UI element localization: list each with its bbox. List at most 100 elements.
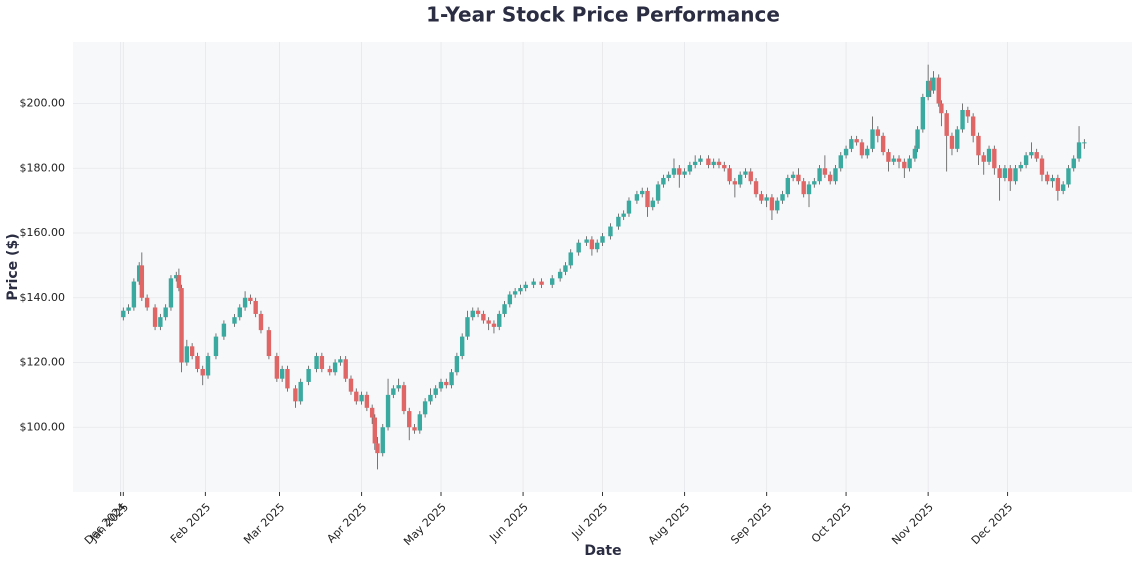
candle-body bbox=[896, 158, 902, 162]
candle bbox=[475, 307, 481, 318]
candle bbox=[769, 194, 775, 221]
candle bbox=[563, 262, 568, 276]
candle-body bbox=[870, 129, 875, 149]
candle bbox=[465, 310, 470, 340]
candle bbox=[354, 388, 359, 405]
candle-body bbox=[880, 135, 886, 153]
candle-body bbox=[1008, 168, 1013, 182]
candle-body bbox=[796, 174, 801, 182]
candle bbox=[1076, 126, 1082, 162]
candle-body bbox=[859, 142, 865, 156]
candle-body bbox=[248, 297, 253, 301]
candle-body bbox=[266, 330, 272, 357]
candle-body bbox=[981, 155, 986, 162]
candle bbox=[139, 252, 145, 301]
candle bbox=[189, 343, 195, 360]
candle-body bbox=[1071, 158, 1076, 169]
candle bbox=[136, 262, 142, 285]
candle bbox=[986, 145, 992, 166]
candle-body bbox=[576, 242, 581, 253]
candle-body bbox=[518, 288, 523, 292]
candle-body bbox=[258, 313, 264, 331]
candle-body bbox=[549, 278, 555, 285]
candle bbox=[266, 326, 272, 360]
candle-body bbox=[822, 168, 828, 175]
candle bbox=[698, 155, 703, 166]
x-axis-label: Date bbox=[584, 543, 621, 559]
candle-body bbox=[454, 356, 460, 373]
candle bbox=[931, 71, 936, 94]
candle bbox=[184, 339, 190, 366]
candle bbox=[965, 106, 971, 123]
candle-body bbox=[997, 168, 1002, 178]
candle bbox=[314, 352, 319, 373]
candle bbox=[523, 281, 528, 292]
candle-body bbox=[417, 414, 423, 431]
candle-body bbox=[634, 194, 640, 201]
candle bbox=[359, 391, 364, 405]
candle bbox=[743, 168, 748, 178]
candle-body bbox=[205, 356, 211, 376]
candle bbox=[213, 333, 219, 360]
candle-body bbox=[319, 356, 325, 369]
candle bbox=[827, 171, 833, 185]
candle-body bbox=[428, 394, 433, 402]
candle bbox=[838, 152, 843, 172]
candle-body bbox=[925, 80, 931, 98]
candle bbox=[981, 152, 986, 175]
candle bbox=[621, 210, 626, 221]
candle bbox=[319, 352, 325, 373]
candle-body bbox=[645, 190, 650, 208]
candle-body bbox=[1055, 177, 1061, 191]
candle bbox=[687, 161, 693, 175]
candle-body bbox=[915, 129, 920, 149]
candle-body bbox=[650, 200, 656, 208]
candle bbox=[380, 424, 385, 457]
candle-body bbox=[843, 148, 849, 156]
candle bbox=[997, 165, 1002, 201]
candle-body bbox=[801, 181, 806, 195]
candle-body bbox=[121, 310, 126, 318]
candle bbox=[1002, 165, 1008, 182]
candle-body bbox=[168, 278, 174, 308]
candle-body bbox=[338, 359, 343, 363]
candle-body bbox=[475, 310, 481, 314]
candle-body bbox=[200, 368, 205, 376]
chart-title: 1-Year Stock Price Performance bbox=[426, 3, 780, 27]
candle-body bbox=[812, 181, 817, 185]
candle bbox=[507, 291, 513, 308]
candle-body bbox=[380, 427, 385, 454]
candle-body bbox=[253, 300, 258, 314]
x-tick-label: Apr 2025 bbox=[324, 501, 369, 546]
candle bbox=[158, 313, 163, 331]
candle-body bbox=[465, 317, 470, 337]
candle bbox=[854, 135, 859, 146]
candle-body bbox=[195, 356, 200, 369]
candle-body bbox=[886, 152, 891, 162]
candle-body bbox=[213, 336, 219, 357]
candle bbox=[880, 132, 886, 156]
x-tick-label: Jan 2025 bbox=[87, 501, 131, 545]
candle bbox=[796, 168, 801, 185]
candle-body bbox=[939, 103, 944, 114]
candle-body bbox=[722, 165, 727, 169]
candle bbox=[1050, 174, 1055, 188]
candle bbox=[616, 213, 621, 230]
candle bbox=[512, 288, 518, 298]
candle-body bbox=[920, 97, 926, 130]
candle bbox=[121, 307, 126, 321]
candle-body bbox=[875, 129, 881, 136]
candle bbox=[915, 126, 920, 153]
candle bbox=[438, 378, 444, 392]
candle bbox=[481, 310, 486, 324]
candle-body bbox=[174, 275, 179, 279]
candle bbox=[176, 268, 182, 292]
candle bbox=[600, 233, 605, 246]
candle bbox=[200, 365, 205, 386]
candle bbox=[902, 158, 907, 178]
candle bbox=[454, 352, 460, 376]
candle-body bbox=[854, 139, 859, 143]
candle-body bbox=[369, 407, 375, 418]
